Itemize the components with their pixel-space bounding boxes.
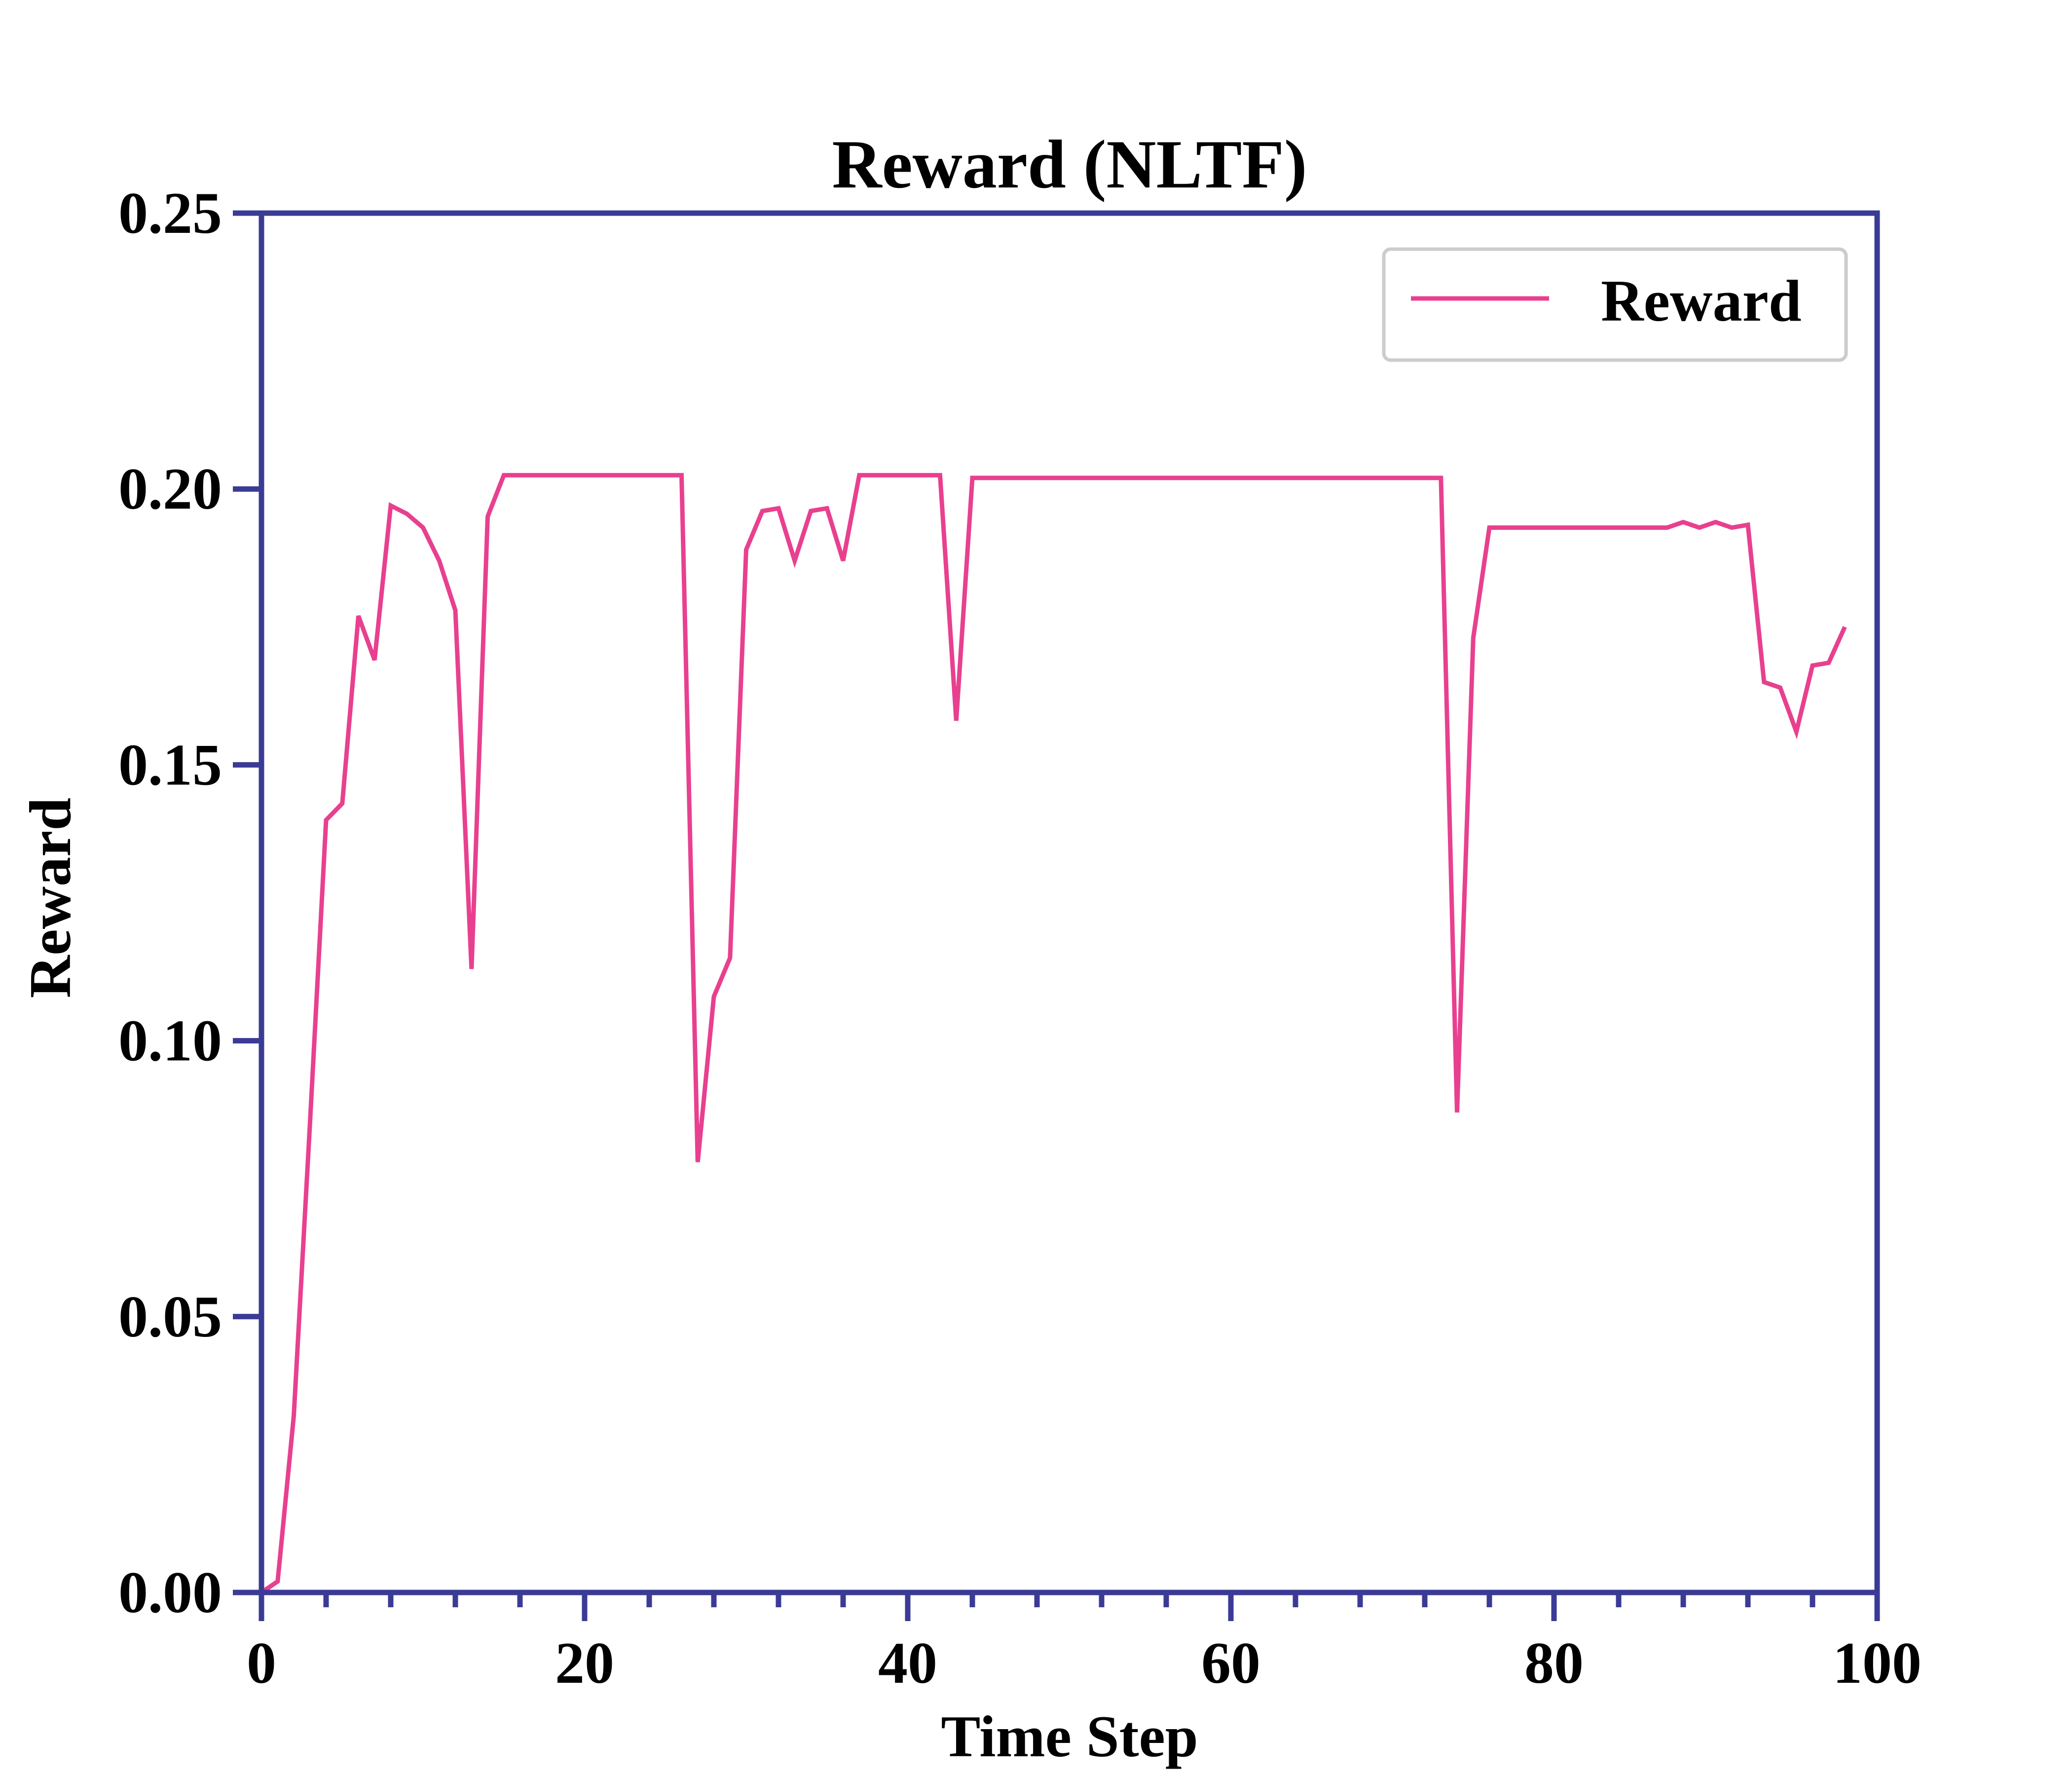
chart-title: Reward (NLTF) — [832, 126, 1307, 203]
plot-frame — [259, 210, 1880, 1595]
x-tick-label: 80 — [1524, 1630, 1584, 1696]
plot-layer: 0.00 0.05 0.10 0.15 0.20 0.25 0 20 40 60 80 100 Rewa… — [118, 180, 1922, 1696]
x-axis-label: Time Step — [941, 1703, 1198, 1769]
legend-label-reward: Reward — [1601, 268, 1802, 333]
x-tick-label: 40 — [878, 1630, 937, 1696]
series-line-reward — [260, 473, 1847, 1594]
y-tick-label: 0.05 — [118, 1284, 222, 1349]
x-tick-label: 20 — [555, 1630, 614, 1696]
y-tick-label: 0.00 — [118, 1559, 222, 1625]
y-axis-label: Reward — [17, 798, 83, 999]
x-tick-label: 100 — [1833, 1630, 1922, 1696]
y-tick-label: 0.15 — [118, 732, 222, 797]
x-tick-label: 0 — [247, 1630, 276, 1696]
legend-box — [1382, 247, 1848, 362]
y-tick-label: 0.25 — [118, 180, 222, 246]
y-tick-label: 0.10 — [118, 1008, 222, 1073]
x-tick-label: 60 — [1201, 1630, 1260, 1696]
y-tick-label: 0.20 — [118, 456, 222, 521]
